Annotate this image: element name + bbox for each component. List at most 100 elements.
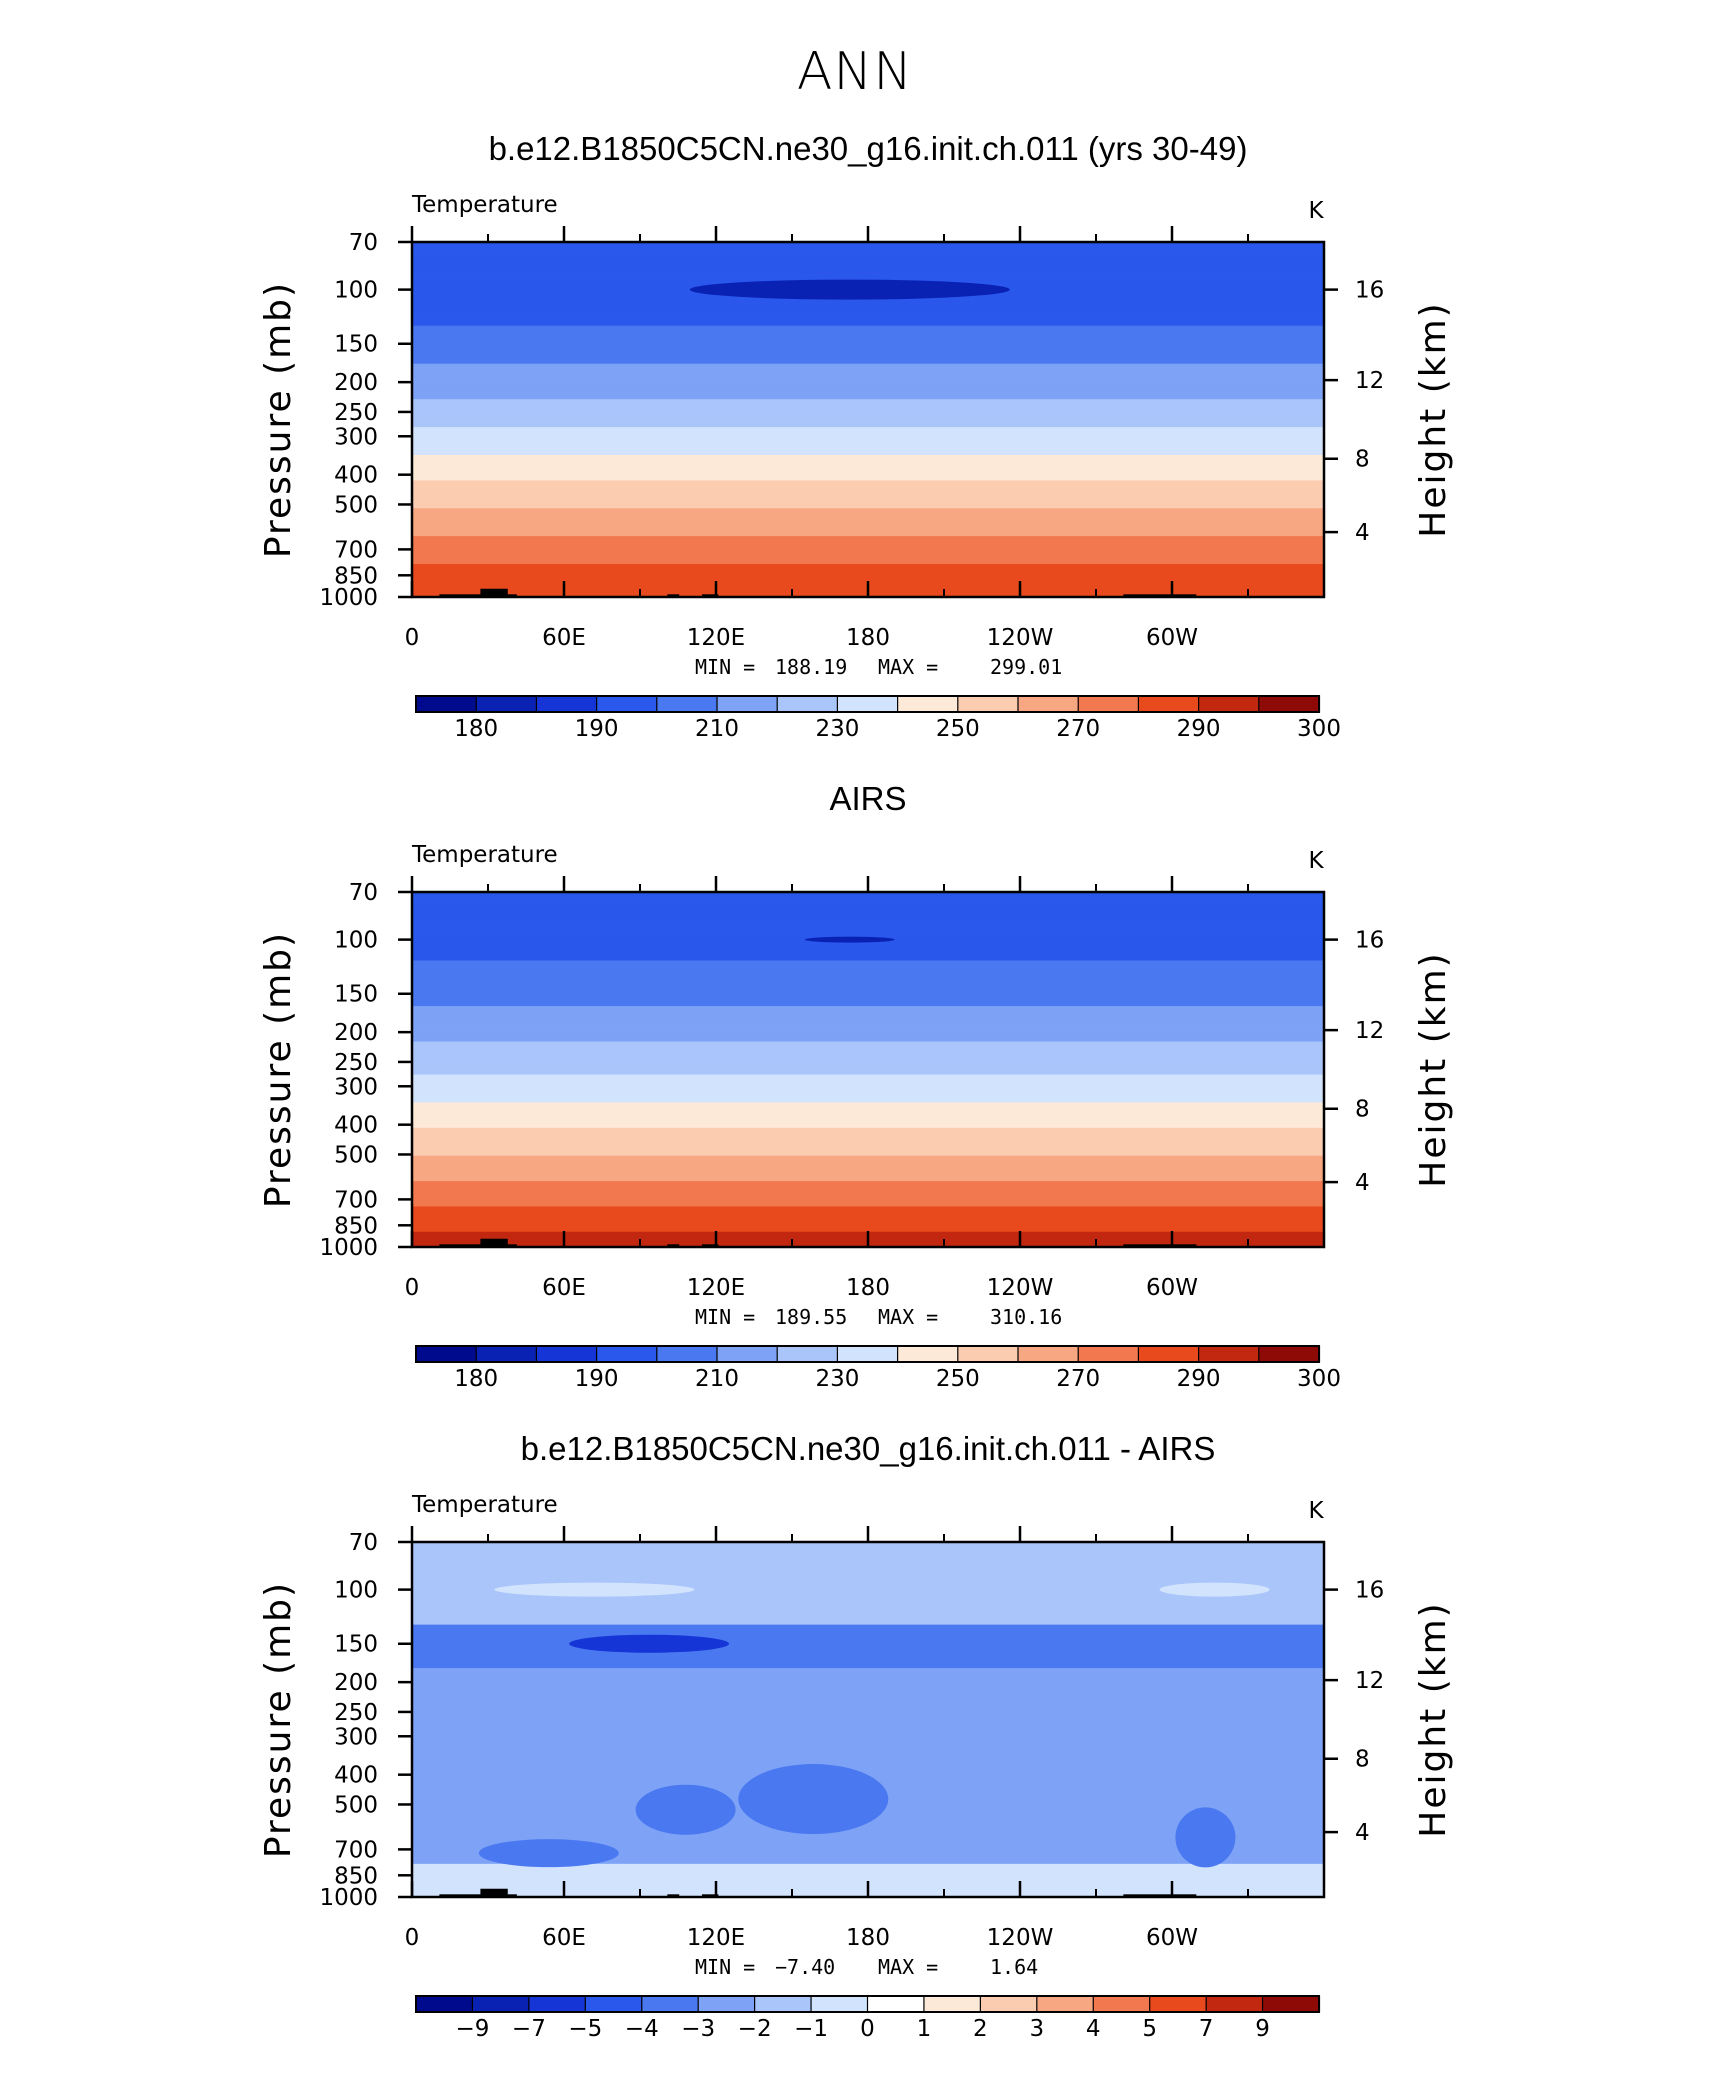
- contour-band: [412, 1120, 1324, 1124]
- y-tick-label: 200: [334, 1670, 378, 1696]
- contour-band: [412, 305, 1324, 309]
- colorbar-tick-label: 180: [454, 716, 498, 742]
- contour-band: [412, 320, 1324, 324]
- contour-band: [412, 1193, 1324, 1197]
- contour-band: [412, 366, 1324, 370]
- contour-band: [412, 487, 1324, 492]
- colorbar-tick-label: 190: [575, 716, 619, 742]
- colorbar-box: [1261, 1995, 1321, 2013]
- y2-tick-label: 16: [1355, 928, 1384, 954]
- contour-band: [412, 1148, 1324, 1152]
- contour-band: [412, 508, 1324, 512]
- x-tick-label: 180: [846, 625, 890, 651]
- x-tick-label: 60W: [1146, 1275, 1198, 1301]
- contour-band: [412, 1122, 1324, 1126]
- contour-band: [412, 307, 1324, 312]
- x-tick-label: 120W: [987, 1925, 1054, 1951]
- contour-band: [412, 546, 1324, 550]
- y-tick-label: 300: [334, 424, 378, 450]
- contour-feature: [494, 1582, 695, 1597]
- y-tick-label: 400: [334, 1763, 378, 1789]
- x-tick-label: 180: [846, 1275, 890, 1301]
- contour-band: [412, 1006, 1324, 1010]
- contour-band: [412, 912, 1324, 916]
- contour-band: [412, 457, 1324, 461]
- contour-band: [412, 422, 1324, 426]
- contour-band: [412, 1196, 1324, 1200]
- colorbar-tick-label: 290: [1177, 716, 1221, 742]
- contour-band: [412, 1034, 1324, 1038]
- contour-band: [412, 1021, 1324, 1025]
- contour-band: [412, 551, 1324, 555]
- contour-band: [412, 990, 1324, 995]
- x-tick-label: 180: [846, 1925, 890, 1951]
- colorbar-tick-label: 250: [936, 716, 980, 742]
- contour-band: [412, 345, 1324, 350]
- land-mask: [1123, 594, 1197, 597]
- contour-band: [412, 897, 1324, 901]
- contour-band: [412, 272, 1324, 276]
- contour-band: [412, 495, 1324, 499]
- contour-band: [412, 1066, 1324, 1071]
- colorbar-box: [754, 1995, 813, 2013]
- x-tick-label: 60E: [542, 1275, 586, 1301]
- contour-band: [412, 983, 1324, 987]
- contour-band: [412, 526, 1324, 530]
- contour-band: [412, 1092, 1324, 1096]
- contour-band: [412, 553, 1324, 558]
- y-tick-label: 100: [334, 1578, 378, 1604]
- contour-band: [412, 1084, 1324, 1088]
- contour-band: [412, 1203, 1324, 1208]
- contour-band: [412, 386, 1324, 390]
- chart-svg: AIRS Temperature K 0 60E 120E 180 120W 60W 70 100 1…: [258, 780, 1454, 1392]
- contour-band: [412, 1110, 1324, 1114]
- contour-band: [412, 315, 1324, 319]
- contour-band: [412, 1026, 1324, 1030]
- contour-band: [412, 1219, 1324, 1223]
- contour-band: [412, 406, 1324, 410]
- min-label: MIN =: [695, 1305, 755, 1329]
- contour-band: [412, 518, 1324, 522]
- contour-band: [412, 955, 1324, 959]
- x-tick-label: 120W: [987, 1275, 1054, 1301]
- contour-band: [412, 1135, 1324, 1139]
- contour-band: [412, 389, 1324, 393]
- land-mask: [480, 588, 508, 597]
- y2-tick-label: 16: [1355, 278, 1384, 304]
- contour-band: [412, 409, 1324, 413]
- contour-band: [412, 356, 1324, 360]
- contour-band: [412, 927, 1324, 931]
- contour-band: [412, 988, 1324, 992]
- colorbar-tick-label: −2: [738, 2016, 772, 2042]
- y2-tick-label: 8: [1355, 447, 1370, 473]
- colorbar-box: [584, 1995, 643, 2013]
- contour-band: [412, 924, 1324, 929]
- colorbar-box: [866, 1995, 926, 2013]
- y-tick-label: 1000: [319, 1235, 378, 1261]
- contour-band: [412, 503, 1324, 507]
- y2-tick-label: 12: [1355, 368, 1384, 394]
- land-mask: [667, 594, 680, 597]
- x-tick-label: 60W: [1146, 625, 1198, 651]
- y-tick-label: 250: [334, 400, 378, 426]
- x-tick-label: 60E: [542, 1925, 586, 1951]
- contour-band: [412, 1051, 1324, 1055]
- y-axis-title: Pressure (mb): [258, 281, 299, 558]
- y-tick-label: 250: [334, 1700, 378, 1726]
- contour-band: [412, 416, 1324, 421]
- colorbar-tick-label: −5: [568, 2016, 602, 2042]
- colorbar-tick-label: 300: [1297, 716, 1341, 742]
- contour-band: [412, 467, 1324, 471]
- contour-band: [412, 338, 1324, 342]
- contour-band: [412, 353, 1324, 357]
- land-mask: [702, 1244, 719, 1247]
- y2-tick-label: 12: [1355, 1668, 1384, 1694]
- y-tick-label: 250: [334, 1050, 378, 1076]
- contour-band: [412, 904, 1324, 908]
- colorbar-box: [1036, 1995, 1095, 2013]
- contour-band: [412, 1077, 1324, 1081]
- contour-band: [412, 325, 1324, 329]
- contour-band: [412, 1087, 1324, 1091]
- contour-band: [412, 566, 1324, 570]
- y2-tick-label: 12: [1355, 1018, 1384, 1044]
